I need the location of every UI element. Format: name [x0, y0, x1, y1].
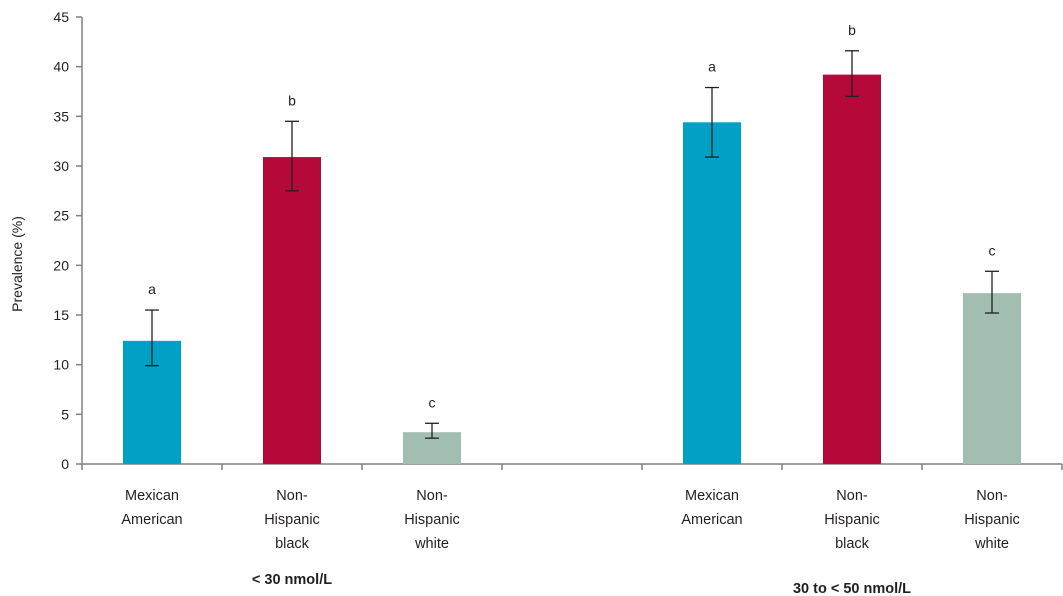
- significance-letter: b: [848, 22, 856, 38]
- y-tick-label: 20: [53, 257, 69, 273]
- y-tick-label: 0: [61, 456, 69, 472]
- bar: [963, 293, 1021, 464]
- category-label-line: Hispanic: [404, 512, 460, 528]
- significance-letter: c: [989, 242, 996, 258]
- y-tick-label: 40: [53, 59, 69, 75]
- category-label-line: white: [414, 536, 449, 552]
- category-label-line: American: [121, 512, 182, 528]
- significance-letter: c: [429, 394, 436, 410]
- category-label-line: black: [835, 536, 870, 552]
- y-tick-label: 25: [53, 208, 69, 224]
- category-label-line: white: [974, 536, 1009, 552]
- y-tick-label: 30: [53, 158, 69, 174]
- bar: [683, 122, 741, 464]
- category-label: Non- Hispanic white: [964, 488, 1020, 552]
- y-tick-label: 45: [53, 9, 69, 25]
- category-labels: Mexican American Non- Hispanic black Non- Hisp…: [121, 488, 1019, 596]
- category-label-line: Hispanic: [964, 512, 1020, 528]
- category-label-line: Non-: [416, 488, 448, 504]
- category-label-line: American: [681, 512, 742, 528]
- category-label-line: Mexican: [125, 488, 179, 504]
- bars: a b c a b c: [123, 22, 1021, 464]
- y-tick-label: 15: [53, 307, 69, 323]
- significance-letter: b: [288, 92, 296, 108]
- group-label: < 30 nmol/L: [252, 572, 332, 588]
- category-label-line: black: [275, 536, 310, 552]
- category-label: Mexican American: [681, 488, 742, 528]
- y-axis-title: Prevalence (%): [9, 216, 25, 312]
- category-label-line: Non-: [976, 488, 1008, 504]
- category-label-line: Mexican: [685, 488, 739, 504]
- bar: [263, 157, 321, 464]
- y-tick-label: 10: [53, 357, 69, 373]
- category-label: Non- Hispanic white: [404, 488, 460, 552]
- y-tick-label: 35: [53, 108, 69, 124]
- significance-letter: a: [708, 59, 716, 75]
- bar: [823, 74, 881, 464]
- category-label: Non- Hispanic black: [264, 488, 320, 552]
- category-label-line: Hispanic: [264, 512, 320, 528]
- category-label-line: Non-: [276, 488, 308, 504]
- y-tick-label: 5: [61, 406, 69, 422]
- category-label-line: Hispanic: [824, 512, 880, 528]
- y-axis: 0 5 10 15 20 25 30 35 40 45: [53, 9, 83, 472]
- group-label: 30 to < 50 nmol/L: [793, 581, 911, 596]
- significance-letter: a: [148, 281, 156, 297]
- x-axis: [81, 463, 1063, 470]
- category-label: Non- Hispanic black: [824, 488, 880, 552]
- category-label: Mexican American: [121, 488, 182, 528]
- category-label-line: Non-: [836, 488, 868, 504]
